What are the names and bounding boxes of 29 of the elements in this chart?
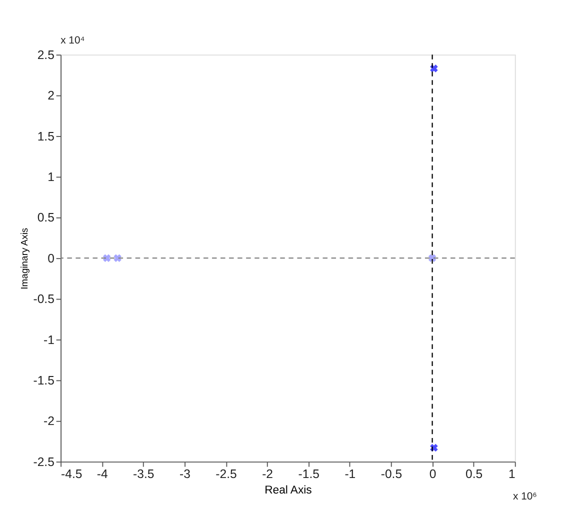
point xyxy=(102,254,111,262)
y-tick-label: 0.5 xyxy=(37,210,55,225)
x-tick-label: 0.5 xyxy=(466,467,483,482)
point xyxy=(114,254,122,262)
x-tick-label: -2.5 xyxy=(216,467,238,482)
x-tick-label: -3 xyxy=(179,467,191,482)
x-tick-label: 0 xyxy=(429,467,436,482)
x-tick-label: -4 xyxy=(96,467,108,482)
x-tick-label: -1 xyxy=(344,467,356,482)
x-tick-label: 1 xyxy=(508,467,516,482)
x-tick-label: -0.5 xyxy=(380,467,402,482)
y-tick-label: 2 xyxy=(48,88,55,103)
x-tick-label: -2 xyxy=(262,467,274,482)
y-tick-label: 2.5 xyxy=(37,48,55,62)
x-tick-label: -3.5 xyxy=(133,467,154,482)
y-tick-label: 0 xyxy=(48,251,55,266)
y-tick-label: -2.5 xyxy=(33,454,55,469)
y-tick-label: -0.5 xyxy=(33,292,55,306)
x-tick-label: -1.5 xyxy=(298,467,320,482)
text: x 10⁶ xyxy=(512,491,537,502)
text: x 10⁴ xyxy=(60,35,85,46)
y-tick-label: -1.5 xyxy=(33,373,55,388)
y-tick-label: -2 xyxy=(43,414,55,428)
y-tick-label: 1.5 xyxy=(37,129,55,144)
x-tick-label: -4.5 xyxy=(61,467,82,482)
y-tick-label: -1 xyxy=(43,332,55,347)
x-axis-title: Real Axis xyxy=(264,484,312,496)
y-axis-title: Imaginary Axis xyxy=(20,228,31,290)
y-tick-label: 1 xyxy=(48,170,55,184)
